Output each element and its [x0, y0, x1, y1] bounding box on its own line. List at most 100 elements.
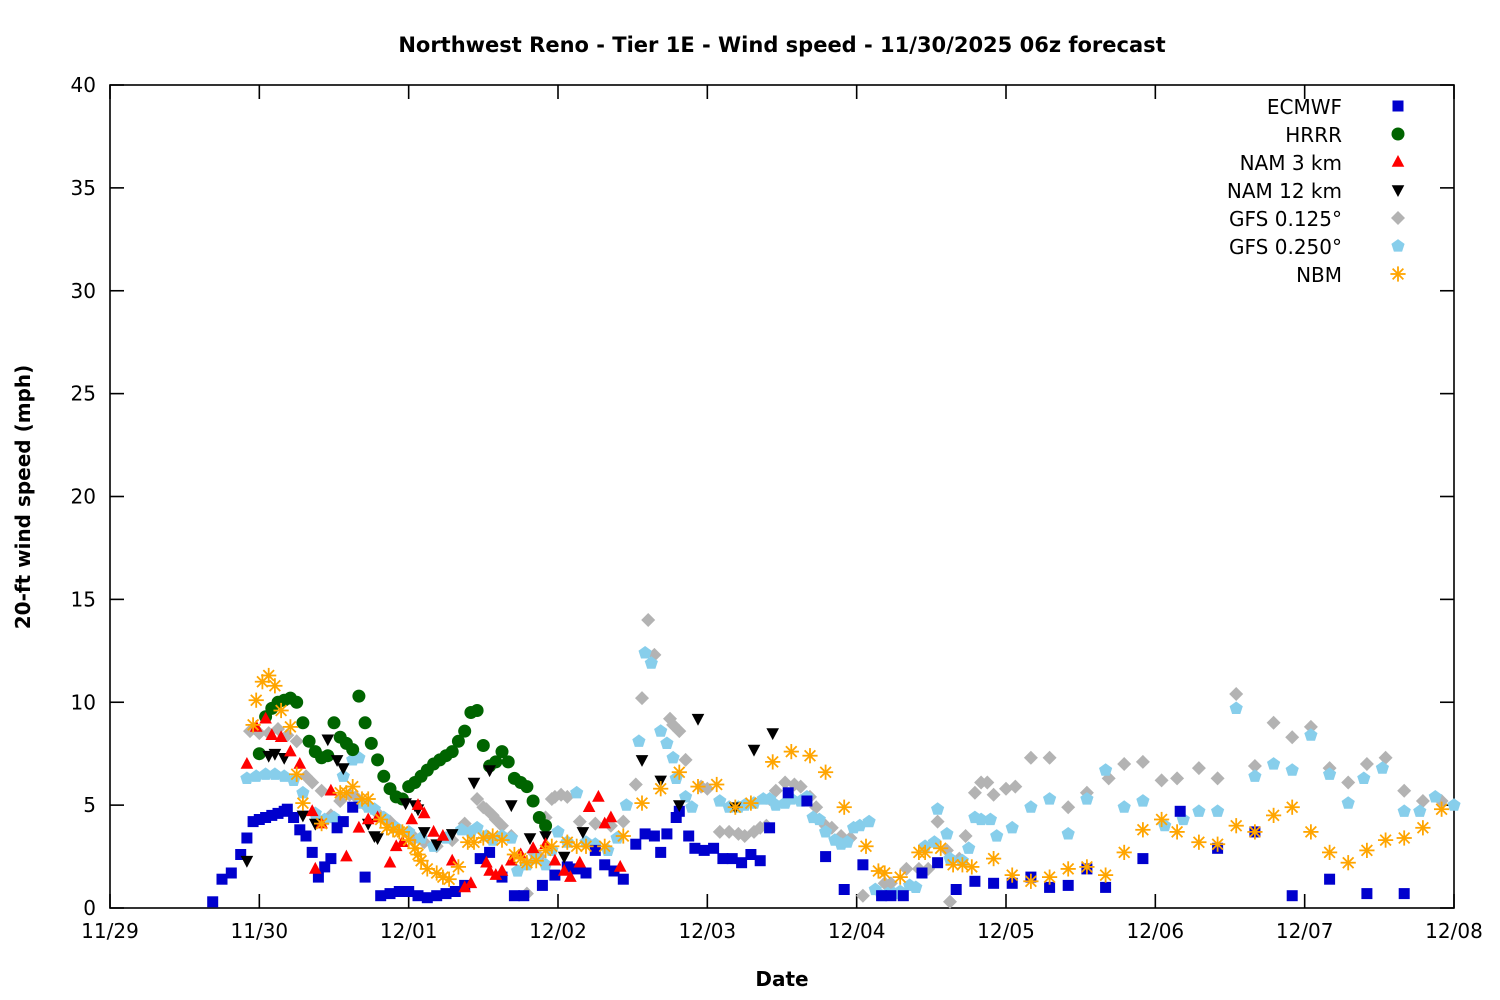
- data-point: [1044, 881, 1056, 893]
- data-point: [666, 750, 680, 764]
- data-point: [484, 846, 496, 858]
- data-point: [470, 704, 484, 717]
- data-point: [691, 713, 705, 726]
- data-point: [988, 877, 1000, 889]
- data-point: [630, 838, 642, 850]
- data-point: [347, 801, 359, 813]
- data-point: [505, 800, 518, 813]
- data-point: [508, 890, 520, 902]
- data-point: [450, 859, 466, 875]
- data-point: [634, 795, 650, 811]
- data-point: [604, 810, 618, 823]
- data-point: [1080, 792, 1094, 805]
- data-point: [589, 844, 601, 856]
- data-point: [1340, 855, 1356, 871]
- data-point: [1100, 881, 1112, 893]
- data-point: [1323, 767, 1337, 780]
- data-point: [754, 855, 766, 867]
- data-point: [985, 850, 1002, 867]
- x-tick-label: 12/03: [679, 919, 737, 943]
- data-point: [417, 827, 431, 839]
- data-point: [321, 734, 335, 747]
- data-point: [1191, 834, 1207, 850]
- y-tick-label: 25: [71, 382, 96, 406]
- legend-label: NAM 3 km: [1240, 151, 1342, 175]
- legend-marker-diamond-icon: [1391, 211, 1405, 225]
- data-point: [289, 766, 305, 782]
- data-point: [245, 717, 261, 733]
- data-point: [1341, 796, 1355, 809]
- legend-label: GFS 0.125°: [1229, 207, 1342, 231]
- data-point: [628, 777, 643, 792]
- data-point: [747, 744, 761, 757]
- data-point: [660, 736, 674, 749]
- data-point: [1099, 763, 1113, 776]
- data-point: [1303, 824, 1319, 840]
- data-point: [526, 841, 540, 854]
- data-point: [1023, 873, 1039, 889]
- data-point: [557, 851, 571, 864]
- data-point: [476, 739, 490, 752]
- data-point: [1153, 811, 1170, 828]
- data-point: [930, 814, 945, 829]
- data-point: [1433, 801, 1450, 817]
- data-point: [613, 859, 627, 872]
- data-point: [352, 689, 366, 703]
- data-point: [974, 812, 988, 826]
- data-point: [608, 865, 620, 877]
- data-point: [371, 753, 385, 767]
- data-point: [632, 734, 646, 747]
- data-point: [373, 811, 389, 828]
- legend-item-nam-12-km: NAM 12 km: [1227, 179, 1405, 203]
- data-point: [1169, 824, 1185, 840]
- data-point: [288, 812, 300, 823]
- data-point: [360, 791, 376, 807]
- legend-marker-square-icon: [1392, 100, 1404, 112]
- data-point: [635, 755, 649, 767]
- data-point: [539, 819, 553, 833]
- data-point: [1024, 800, 1038, 813]
- data-point: [641, 613, 656, 627]
- data-point: [309, 861, 322, 874]
- data-point: [489, 755, 503, 769]
- data-point: [943, 894, 957, 909]
- data-point: [520, 780, 534, 794]
- data-point: [1079, 859, 1095, 875]
- data-point: [431, 890, 443, 902]
- data-point: [619, 798, 633, 811]
- legend-label: NAM 12 km: [1227, 179, 1342, 203]
- data-point: [1321, 844, 1338, 861]
- data-point: [302, 734, 316, 748]
- data-point: [436, 829, 450, 841]
- data-point: [855, 888, 870, 903]
- data-point: [475, 830, 491, 846]
- data-point: [564, 870, 577, 882]
- data-point: [389, 839, 403, 852]
- data-point: [314, 815, 330, 832]
- series-ecmwf: [207, 787, 1410, 908]
- data-point: [296, 810, 310, 823]
- data-point: [247, 816, 259, 828]
- data-point: [1060, 861, 1076, 877]
- data-point: [216, 873, 228, 885]
- data-point: [793, 779, 808, 794]
- data-point: [1378, 750, 1393, 765]
- data-point: [648, 830, 660, 842]
- data-point: [253, 814, 265, 825]
- data-point: [969, 875, 981, 887]
- data-point: [528, 853, 544, 869]
- data-point: [933, 840, 949, 856]
- data-point: [958, 829, 973, 843]
- data-point: [1397, 783, 1412, 798]
- legend-item-nbm: NBM: [1296, 263, 1406, 287]
- data-point: [240, 855, 254, 868]
- data-point: [857, 859, 869, 871]
- data-point: [802, 748, 818, 764]
- data-point: [293, 757, 307, 769]
- data-point: [560, 789, 575, 804]
- data-point: [319, 861, 331, 873]
- legend-marker-pentagon-icon: [1391, 239, 1405, 252]
- data-point: [513, 850, 529, 867]
- data-point: [1229, 687, 1244, 701]
